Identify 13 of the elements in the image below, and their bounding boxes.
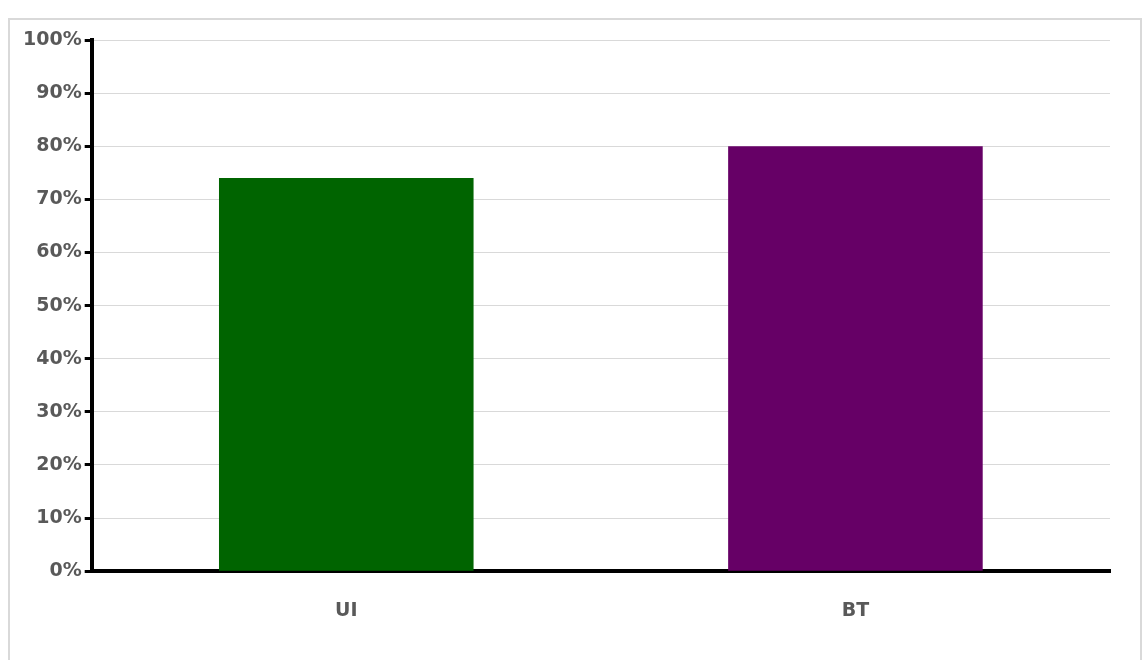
y-tick-label: 60% [36, 239, 82, 262]
y-tick-label: 80% [36, 133, 82, 156]
y-tick-label: 0% [49, 558, 82, 581]
y-tick-label: 10% [36, 505, 82, 528]
x-tick-label: UI [335, 597, 358, 620]
y-tick-label: 90% [36, 80, 82, 103]
y-tick-label: 100% [22, 26, 82, 49]
y-tick-label: 50% [36, 292, 82, 315]
y-tick-label: 70% [36, 186, 82, 209]
y-tick-label: 20% [36, 451, 82, 474]
y-tick-label: 30% [36, 398, 82, 421]
y-tick-label: 40% [36, 345, 82, 368]
x-tick-label: BT [841, 597, 870, 620]
